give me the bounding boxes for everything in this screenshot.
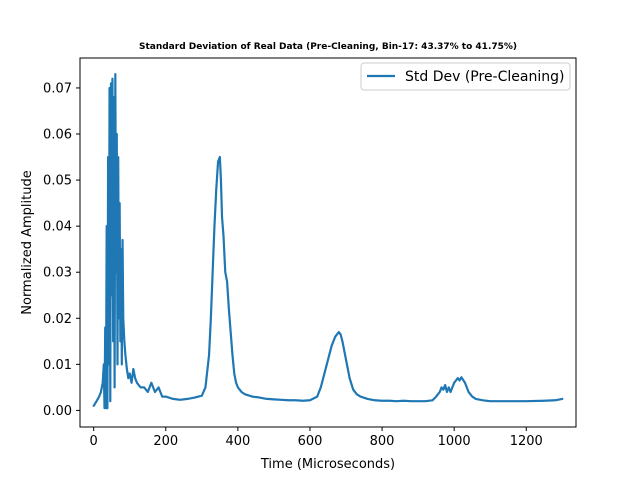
y-tick-label: 0.07 — [43, 81, 72, 96]
y-axis-label: Normalized Amplitude — [20, 170, 35, 314]
y-tick-label: 0.05 — [43, 174, 72, 189]
y-tick-label: 0.01 — [43, 358, 72, 373]
y-tick-label: 0.00 — [43, 404, 72, 419]
y-tick-label: 0.04 — [43, 220, 72, 235]
y-axis: 0.00 0.01 0.02 0.03 0.04 0.05 0.06 0.07 — [43, 81, 80, 419]
plot-frame — [79, 57, 577, 428]
x-tick-label: 200 — [153, 434, 178, 449]
y-tick-label: 0.02 — [43, 312, 72, 327]
series-line-std-dev — [92, 73, 564, 410]
x-axis: 0 200 400 600 800 1000 1200 — [90, 427, 543, 449]
x-axis-label: Time (Microseconds) — [260, 457, 395, 472]
y-tick-label: 0.06 — [43, 128, 72, 143]
plot-area — [92, 73, 564, 410]
x-tick-label: 1000 — [438, 434, 471, 449]
legend-box — [360, 62, 571, 91]
legend-label: Std Dev (Pre-Cleaning) — [405, 69, 564, 85]
x-tick-label: 600 — [298, 434, 323, 449]
x-tick-label: 1200 — [510, 434, 543, 449]
x-tick-label: 0 — [90, 434, 98, 449]
chart-title: Standard Deviation of Real Data (Pre-Cle… — [139, 42, 517, 52]
x-tick-label: 800 — [370, 434, 395, 449]
y-tick-label: 0.03 — [43, 266, 72, 281]
legend: Std Dev (Pre-Cleaning) — [360, 62, 571, 91]
x-tick-label: 400 — [225, 434, 250, 449]
